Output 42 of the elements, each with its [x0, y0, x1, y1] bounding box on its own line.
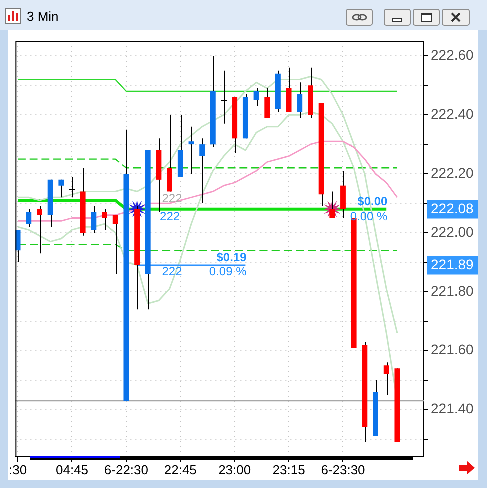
y-tick-label: 222.40 — [431, 106, 474, 122]
candlestick — [69, 176, 76, 198]
candlestick — [254, 88, 260, 107]
candlestick — [330, 191, 336, 219]
candlestick — [286, 67, 292, 113]
x-tick-label: 6-22:30 — [104, 462, 148, 478]
annotation: 222 — [162, 192, 183, 206]
annotation: 222 — [162, 264, 183, 279]
candlestick — [221, 70, 228, 124]
y-tick-label: 222.00 — [431, 224, 474, 240]
chart-title: 3 Min — [27, 9, 59, 24]
x-tick-label: 22:45 — [164, 462, 197, 478]
y-tick-label: 221.89 — [431, 256, 474, 272]
y-tick-label: 221.60 — [431, 342, 474, 358]
x-tick-label: 23:00 — [218, 462, 252, 478]
x-tick-label: 6-23:30 — [321, 462, 366, 478]
y-tick-label: 222.08 — [431, 200, 474, 216]
x-tick-label: :30 — [9, 462, 28, 478]
annotation: 222 — [160, 210, 180, 224]
candlestick — [102, 208, 108, 231]
candlestick — [26, 208, 32, 228]
candlestick — [37, 206, 42, 254]
x-tick-label: 04:45 — [56, 462, 89, 478]
y-tick-label: 222.20 — [431, 164, 474, 181]
candlestick — [264, 88, 270, 119]
y-tick-label: 222.60 — [431, 46, 474, 63]
annotation: $0.19 — [216, 250, 248, 265]
candlestick — [112, 214, 118, 275]
annotation: 0.09 % — [209, 264, 248, 279]
candlestick — [167, 114, 173, 192]
candlestick — [58, 179, 64, 198]
candlestick — [200, 138, 206, 204]
candlestick — [297, 82, 303, 119]
y-tick-label: 221.40 — [431, 400, 474, 417]
y-tick-label: 221.80 — [431, 282, 474, 299]
candlestick — [340, 170, 346, 219]
candlestick — [91, 206, 97, 234]
candlestick — [188, 126, 194, 175]
annotation: $0.00 — [358, 194, 388, 209]
x-tick-label: 23:15 — [272, 462, 306, 478]
annotation: 0.00 % — [350, 210, 388, 224]
candlestick — [384, 362, 390, 396]
